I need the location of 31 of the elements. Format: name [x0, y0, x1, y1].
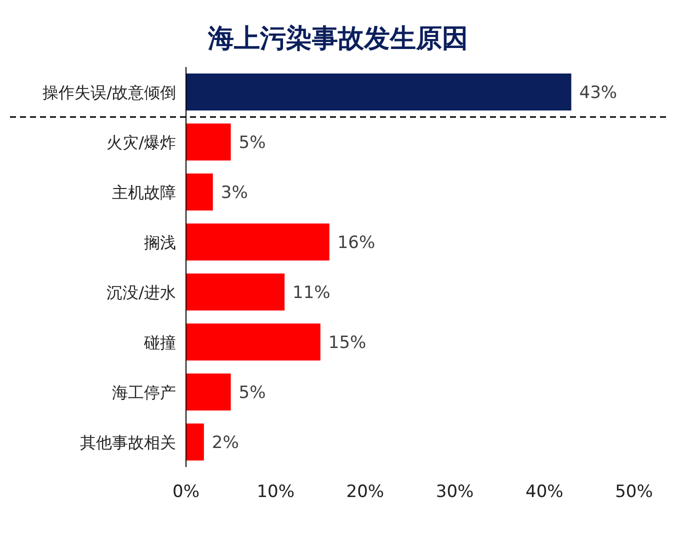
x-tick-label: 30% [436, 482, 474, 502]
bar [186, 324, 320, 360]
bar [186, 124, 231, 160]
x-tick-label: 50% [615, 482, 653, 502]
x-tick-label: 40% [526, 482, 564, 502]
bar [186, 374, 231, 410]
x-tick-label: 0% [172, 482, 200, 502]
y-tick-label: 碰撞 [143, 333, 176, 352]
data-label: 43% [579, 83, 618, 103]
bar [186, 74, 572, 110]
data-label: 5% [238, 133, 266, 153]
bar [186, 424, 204, 460]
x-tick-label: 10% [256, 482, 294, 502]
y-tick-label: 沉没/进水 [106, 283, 176, 302]
data-label: 11% [292, 283, 330, 303]
y-tick-label: 火灾/爆炸 [106, 133, 176, 152]
x-tick-label: 20% [346, 482, 384, 502]
data-label: 5% [238, 383, 266, 403]
data-label: 2% [212, 433, 239, 453]
data-label: 3% [220, 183, 248, 203]
chart-title: 海上污染事故发生原因 [207, 24, 468, 54]
y-tick-label: 其他事故相关 [80, 433, 176, 452]
y-tick-label: 海工停产 [112, 383, 176, 402]
bar [186, 274, 285, 310]
y-tick-label: 搁浅 [144, 233, 176, 252]
bar [186, 174, 213, 210]
y-tick-label: 主机故障 [112, 183, 176, 202]
data-label: 15% [328, 333, 366, 353]
bar [186, 224, 330, 260]
y-tick-label: 操作失误/故意倾倒 [42, 83, 176, 102]
data-label: 16% [337, 233, 376, 253]
